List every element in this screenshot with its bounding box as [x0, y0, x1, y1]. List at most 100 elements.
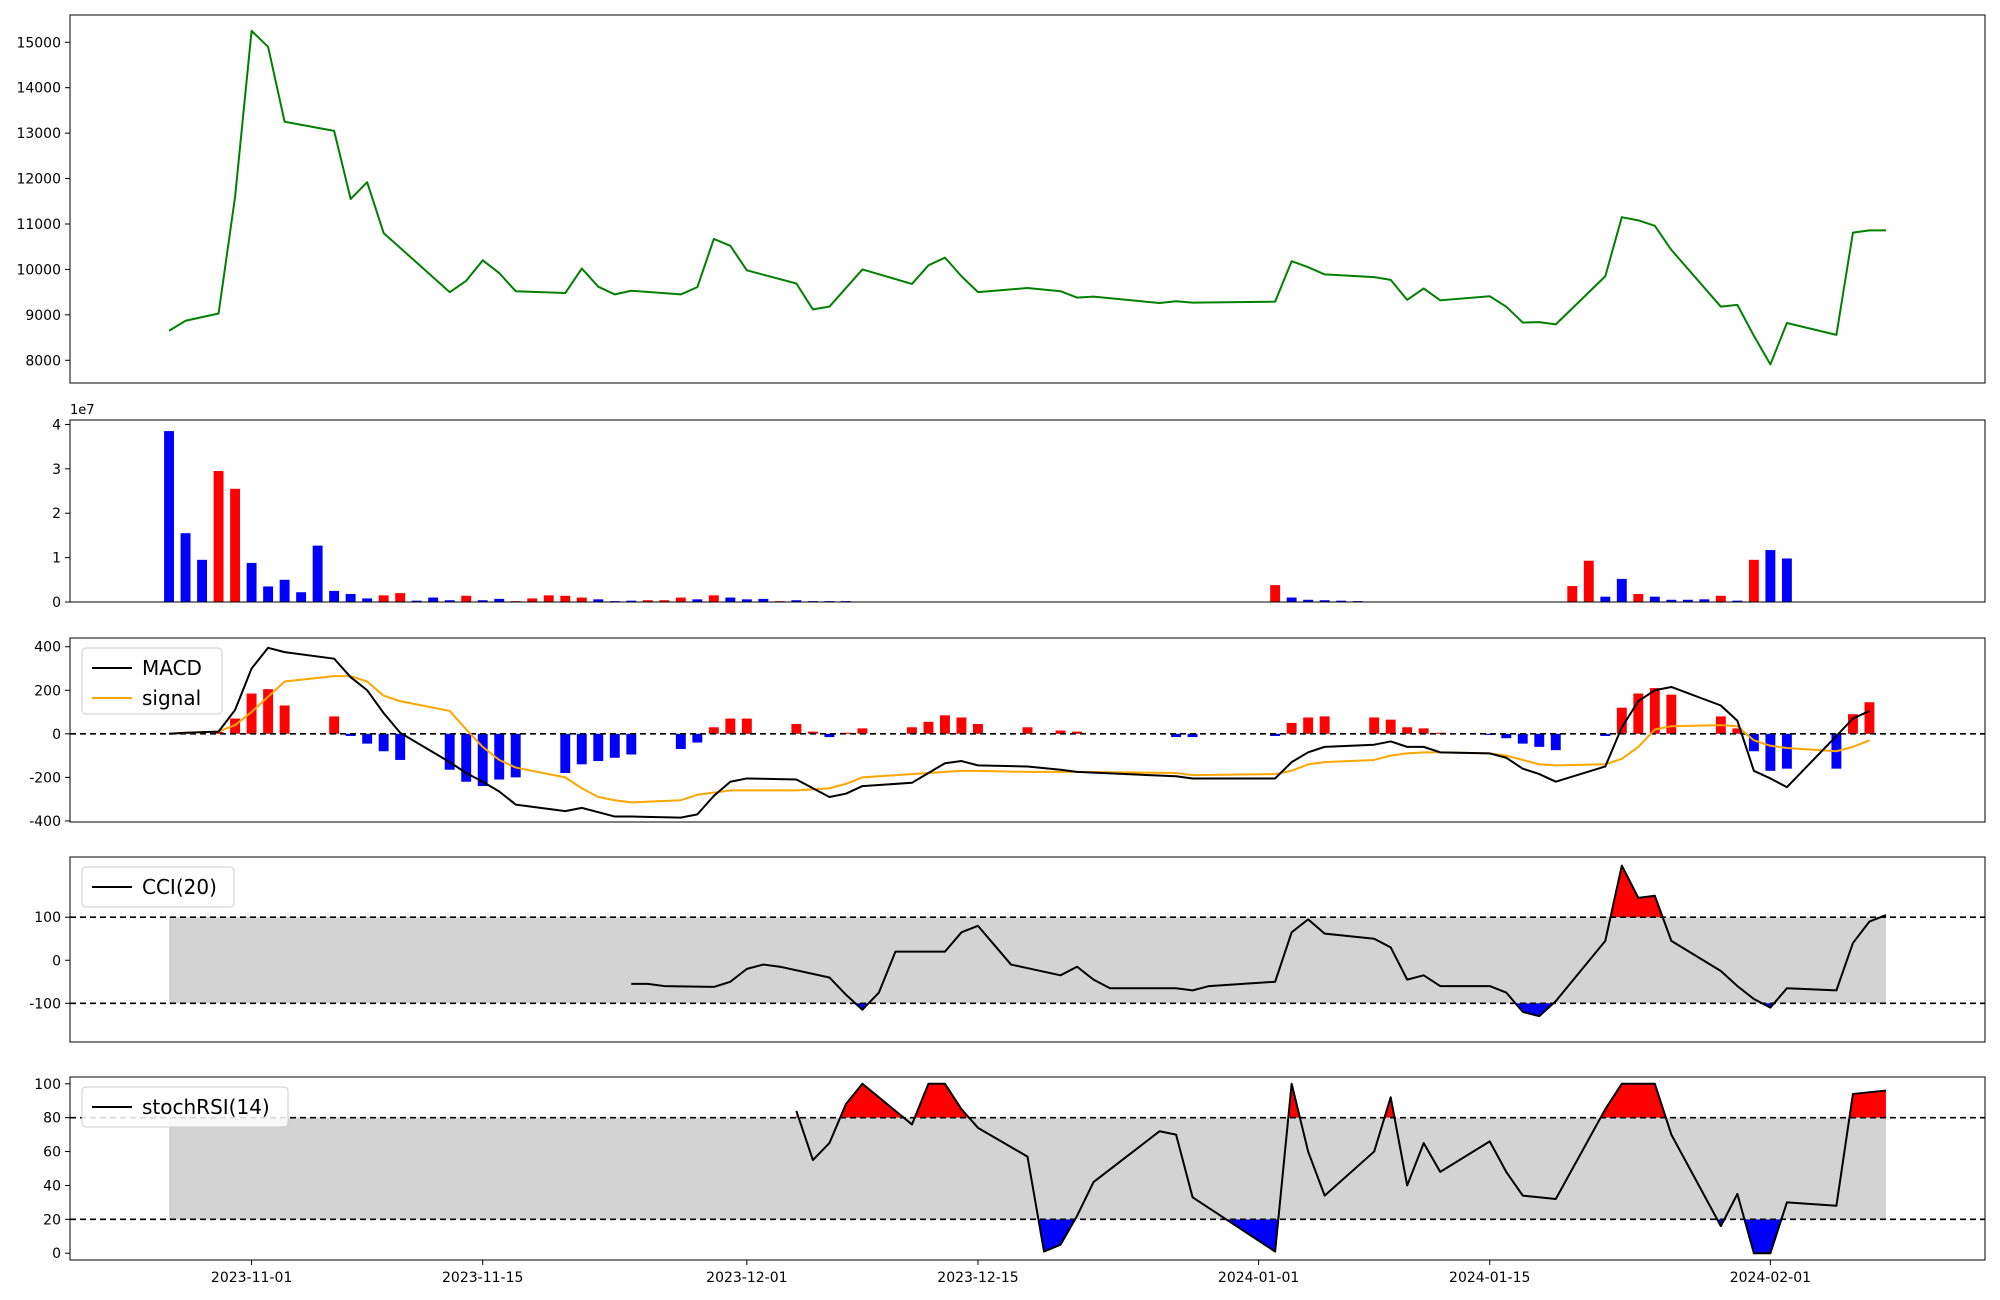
macd-histogram-bar: [1171, 733, 1182, 738]
y-tick-label: -400: [29, 814, 61, 830]
volume-bar: [1336, 600, 1347, 602]
volume-bar: [296, 592, 307, 602]
volume-bar: [1583, 560, 1594, 602]
volume-bar: [263, 586, 274, 602]
volume-bar: [197, 559, 208, 602]
y-tick-label: 14000: [16, 81, 61, 97]
volume-bar: [1303, 599, 1314, 602]
volume-bar: [378, 595, 389, 602]
volume-bar: [329, 590, 340, 602]
macd-histogram-bar: [329, 716, 340, 734]
macd-histogram-bar: [940, 715, 950, 734]
volume-bar: [725, 597, 736, 602]
y-tick-label: 0: [52, 953, 61, 969]
legend-label: stochRSI(14): [142, 1095, 270, 1119]
macd-histogram-bar: [444, 733, 455, 770]
volume-bar: [477, 600, 488, 602]
volume-bar: [593, 599, 604, 602]
y-tick-label: 2: [52, 506, 61, 522]
legend-box: [81, 866, 235, 908]
legend-box: [81, 1086, 289, 1128]
macd-histogram-bar: [246, 693, 257, 734]
y-tick-label: 9000: [25, 308, 61, 324]
y-tick-label: 11000: [16, 217, 61, 233]
macd-histogram-bar: [1600, 733, 1611, 736]
macd-line: [168, 646, 1870, 819]
plot-frame: [69, 419, 1986, 603]
legend-label: MACD: [142, 656, 202, 680]
macd-histogram-bar: [1369, 717, 1380, 734]
y-tick-label: 12000: [16, 172, 61, 188]
volume-bar: [675, 597, 686, 602]
volume-bar: [626, 600, 637, 602]
macd-histogram-bar: [576, 733, 587, 765]
volume-bar: [1600, 596, 1611, 602]
macd-histogram-bar: [1402, 727, 1413, 734]
plot-frame: [69, 637, 1986, 823]
macd-histogram-bar: [1319, 716, 1330, 734]
y-tick-label: 8000: [25, 353, 61, 369]
macd-histogram-bar: [345, 733, 356, 736]
macd-histogram-bar: [1550, 733, 1561, 751]
volume-bar: [246, 562, 257, 602]
volume-bar: [444, 600, 455, 602]
macd-histogram-bar: [725, 718, 736, 734]
macd-histogram-bar: [609, 733, 620, 758]
macd-histogram-bar: [956, 717, 967, 734]
volume-bar: [362, 598, 373, 602]
macd-histogram-bar: [395, 733, 406, 760]
volume-bar: [213, 471, 224, 602]
volume-bar: [1715, 595, 1726, 602]
volume-bar: [279, 579, 290, 602]
macd-histogram-bar: [1765, 733, 1776, 771]
price-line: [168, 29, 1886, 366]
volume-bar: [791, 600, 802, 602]
volume-bar: [1765, 550, 1776, 602]
y-tick-label: 0: [52, 1246, 61, 1262]
macd-histogram-bar: [692, 733, 703, 743]
volume-bar: [1319, 600, 1330, 602]
plot-frame: [69, 1076, 1986, 1261]
macd-histogram-bar: [857, 728, 868, 734]
volume-bar: [1666, 599, 1677, 602]
macd-histogram-bar: [1501, 733, 1512, 739]
macd-histogram-bar: [791, 724, 802, 734]
volume-bar: [1567, 586, 1578, 602]
volume-bar: [1781, 558, 1792, 602]
volume-bar: [312, 545, 323, 602]
y-tick-label: 1: [52, 551, 61, 567]
macd-histogram-bar: [1187, 733, 1198, 738]
macd-histogram-bar: [1781, 733, 1792, 769]
volume-bar: [692, 599, 703, 602]
x-tick-label: 2024-01-01: [1218, 1270, 1299, 1286]
macd-histogram-bar: [1633, 693, 1644, 734]
macd-histogram-bar: [1616, 707, 1627, 734]
cci-oversold-fill: [855, 1003, 869, 1010]
macd-histogram-bar: [626, 733, 637, 755]
macd-histogram-bar: [1748, 733, 1759, 752]
stochrsi-oversold-fill: [1038, 1219, 1076, 1252]
macd-histogram-bar: [477, 733, 488, 787]
volume-bar: [642, 600, 653, 602]
volume-bar: [741, 599, 752, 602]
macd-histogram-bar: [461, 733, 472, 782]
volume-bar: [1649, 596, 1660, 602]
macd-histogram-bar: [560, 733, 571, 774]
macd-histogram-bar: [1517, 733, 1528, 744]
volume-bar: [1682, 599, 1693, 602]
macd-histogram-bar: [510, 733, 521, 778]
macd-histogram-bar: [1864, 702, 1875, 734]
volume-bar: [1732, 600, 1743, 602]
stochrsi-line: [795, 1082, 1887, 1255]
macd-histogram-bar: [741, 718, 752, 734]
macd-histogram-bar: [824, 733, 835, 738]
y-tick-label: 15000: [16, 35, 61, 51]
volume-scale-label: 1e7: [70, 403, 95, 418]
volume-bar: [1699, 599, 1710, 602]
macd-histogram-bar: [1418, 728, 1429, 734]
macd-histogram-bar: [1055, 730, 1066, 734]
macd-histogram-bar: [1732, 728, 1743, 734]
macd-histogram-bar: [230, 718, 241, 734]
volume-bar: [411, 600, 422, 602]
